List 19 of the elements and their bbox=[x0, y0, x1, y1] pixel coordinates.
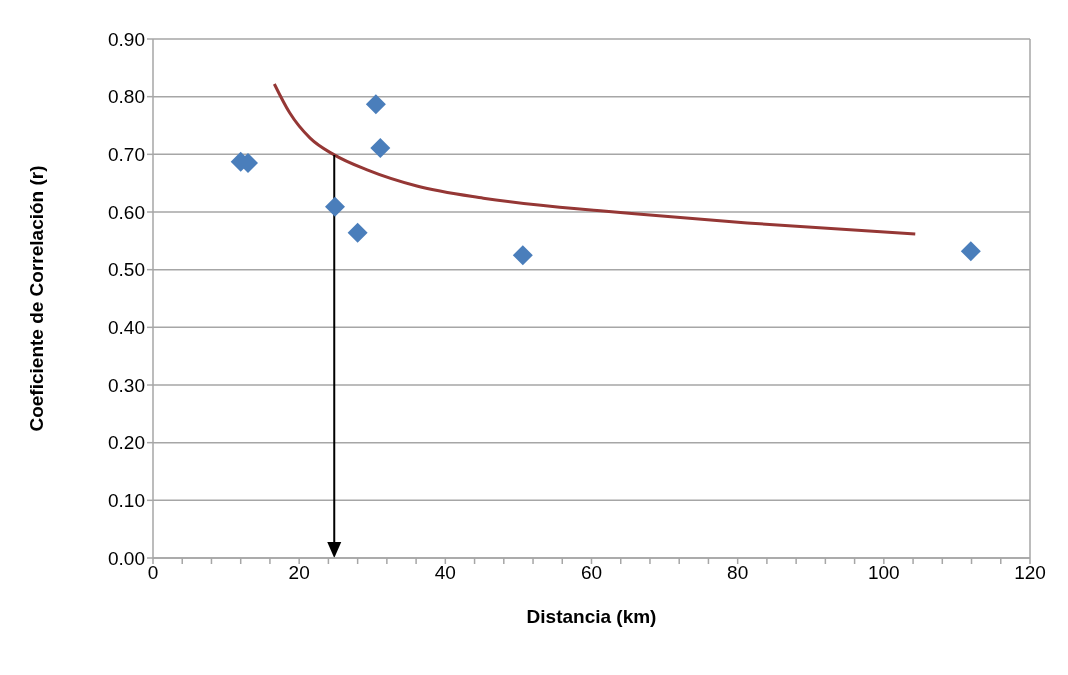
y-tick-label: 0.10 bbox=[108, 490, 145, 512]
y-tick-label: 0.60 bbox=[108, 201, 145, 223]
y-tick-label: 0.50 bbox=[108, 259, 145, 281]
y-tick-label: 0.80 bbox=[108, 86, 145, 108]
x-tick-label: 0 bbox=[147, 562, 159, 584]
x-tick-label: 20 bbox=[288, 562, 310, 584]
x-tick-label: 120 bbox=[1014, 562, 1046, 584]
x-tick-label: 60 bbox=[580, 562, 603, 584]
y-tick-label: 0.30 bbox=[108, 374, 145, 396]
y-tick-label: 0.90 bbox=[108, 28, 145, 50]
y-tick-label: 0.20 bbox=[108, 432, 145, 454]
y-tick-label: 0.00 bbox=[108, 547, 145, 569]
x-tick-label: 40 bbox=[434, 562, 456, 584]
x-tick-label: 100 bbox=[867, 562, 900, 584]
y-axis-title: Coeficiente de Correlación (r) bbox=[25, 165, 47, 432]
x-axis-title: Distancia (km) bbox=[526, 606, 657, 627]
y-tick-label: 0.40 bbox=[108, 317, 145, 339]
x-tick-label: 80 bbox=[727, 562, 749, 584]
y-tick-label: 0.70 bbox=[108, 144, 145, 166]
